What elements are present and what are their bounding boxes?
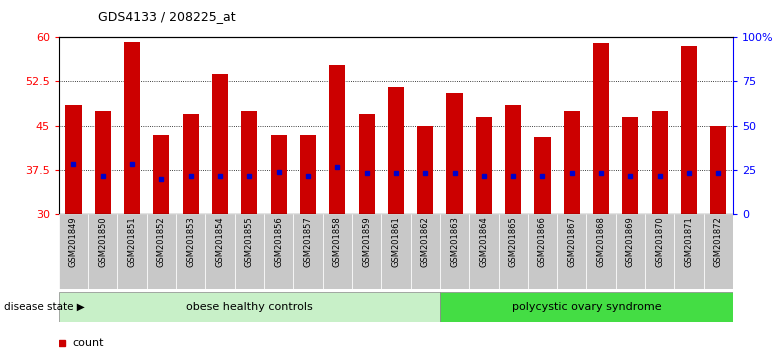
Text: GSM201858: GSM201858 [332, 216, 342, 267]
Text: GSM201864: GSM201864 [479, 216, 488, 267]
FancyBboxPatch shape [440, 214, 469, 289]
FancyBboxPatch shape [147, 214, 176, 289]
Text: GSM201859: GSM201859 [362, 216, 371, 267]
Bar [388, 87, 404, 214]
FancyBboxPatch shape [528, 214, 557, 289]
FancyBboxPatch shape [645, 214, 674, 289]
FancyBboxPatch shape [411, 214, 440, 289]
Bar [124, 42, 140, 214]
Text: GSM201857: GSM201857 [303, 216, 313, 267]
Text: GSM201850: GSM201850 [98, 216, 107, 267]
Bar [710, 126, 727, 214]
FancyBboxPatch shape [234, 214, 264, 289]
FancyBboxPatch shape [586, 214, 615, 289]
Text: GSM201853: GSM201853 [187, 216, 195, 267]
Text: GSM201851: GSM201851 [128, 216, 136, 267]
Bar [564, 111, 580, 214]
FancyBboxPatch shape [674, 214, 704, 289]
FancyBboxPatch shape [59, 214, 88, 289]
Bar [476, 117, 492, 214]
Bar [212, 74, 228, 214]
Bar [95, 111, 111, 214]
Bar [622, 117, 638, 214]
Text: GSM201852: GSM201852 [157, 216, 166, 267]
Bar [183, 114, 199, 214]
Bar [593, 43, 609, 214]
Bar [300, 135, 316, 214]
Text: GSM201871: GSM201871 [684, 216, 694, 267]
Text: GSM201861: GSM201861 [391, 216, 401, 267]
Bar [329, 65, 346, 214]
FancyBboxPatch shape [615, 214, 645, 289]
FancyBboxPatch shape [323, 214, 352, 289]
FancyBboxPatch shape [118, 214, 147, 289]
Text: GSM201870: GSM201870 [655, 216, 664, 267]
FancyBboxPatch shape [557, 214, 586, 289]
Text: GDS4133 / 208225_at: GDS4133 / 208225_at [98, 10, 236, 23]
FancyBboxPatch shape [293, 214, 323, 289]
Bar [505, 105, 521, 214]
Text: GSM201862: GSM201862 [421, 216, 430, 267]
Bar [681, 46, 697, 214]
Bar [154, 135, 169, 214]
Text: GSM201872: GSM201872 [714, 216, 723, 267]
FancyBboxPatch shape [499, 214, 528, 289]
FancyBboxPatch shape [352, 214, 381, 289]
FancyBboxPatch shape [264, 214, 293, 289]
Text: obese healthy controls: obese healthy controls [186, 302, 313, 312]
Bar [65, 105, 82, 214]
Text: GSM201855: GSM201855 [245, 216, 254, 267]
FancyBboxPatch shape [440, 292, 733, 322]
FancyBboxPatch shape [176, 214, 205, 289]
Text: polycystic ovary syndrome: polycystic ovary syndrome [512, 302, 661, 312]
Text: GSM201854: GSM201854 [216, 216, 224, 267]
Text: GSM201856: GSM201856 [274, 216, 283, 267]
Bar [270, 135, 287, 214]
Text: GSM201867: GSM201867 [568, 216, 576, 267]
Text: GSM201863: GSM201863 [450, 216, 459, 267]
Bar [652, 111, 668, 214]
Text: GSM201869: GSM201869 [626, 216, 635, 267]
Text: count: count [72, 337, 103, 348]
FancyBboxPatch shape [88, 214, 118, 289]
Bar [241, 111, 257, 214]
Bar [417, 126, 434, 214]
FancyBboxPatch shape [704, 214, 733, 289]
Text: GSM201849: GSM201849 [69, 216, 78, 267]
Bar [358, 114, 375, 214]
Text: disease state ▶: disease state ▶ [4, 302, 85, 312]
Bar [447, 93, 463, 214]
Text: GSM201868: GSM201868 [597, 216, 605, 267]
FancyBboxPatch shape [205, 214, 234, 289]
Text: GSM201865: GSM201865 [509, 216, 517, 267]
Bar [535, 137, 550, 214]
FancyBboxPatch shape [469, 214, 499, 289]
FancyBboxPatch shape [59, 292, 440, 322]
FancyBboxPatch shape [381, 214, 411, 289]
Text: GSM201866: GSM201866 [538, 216, 547, 267]
